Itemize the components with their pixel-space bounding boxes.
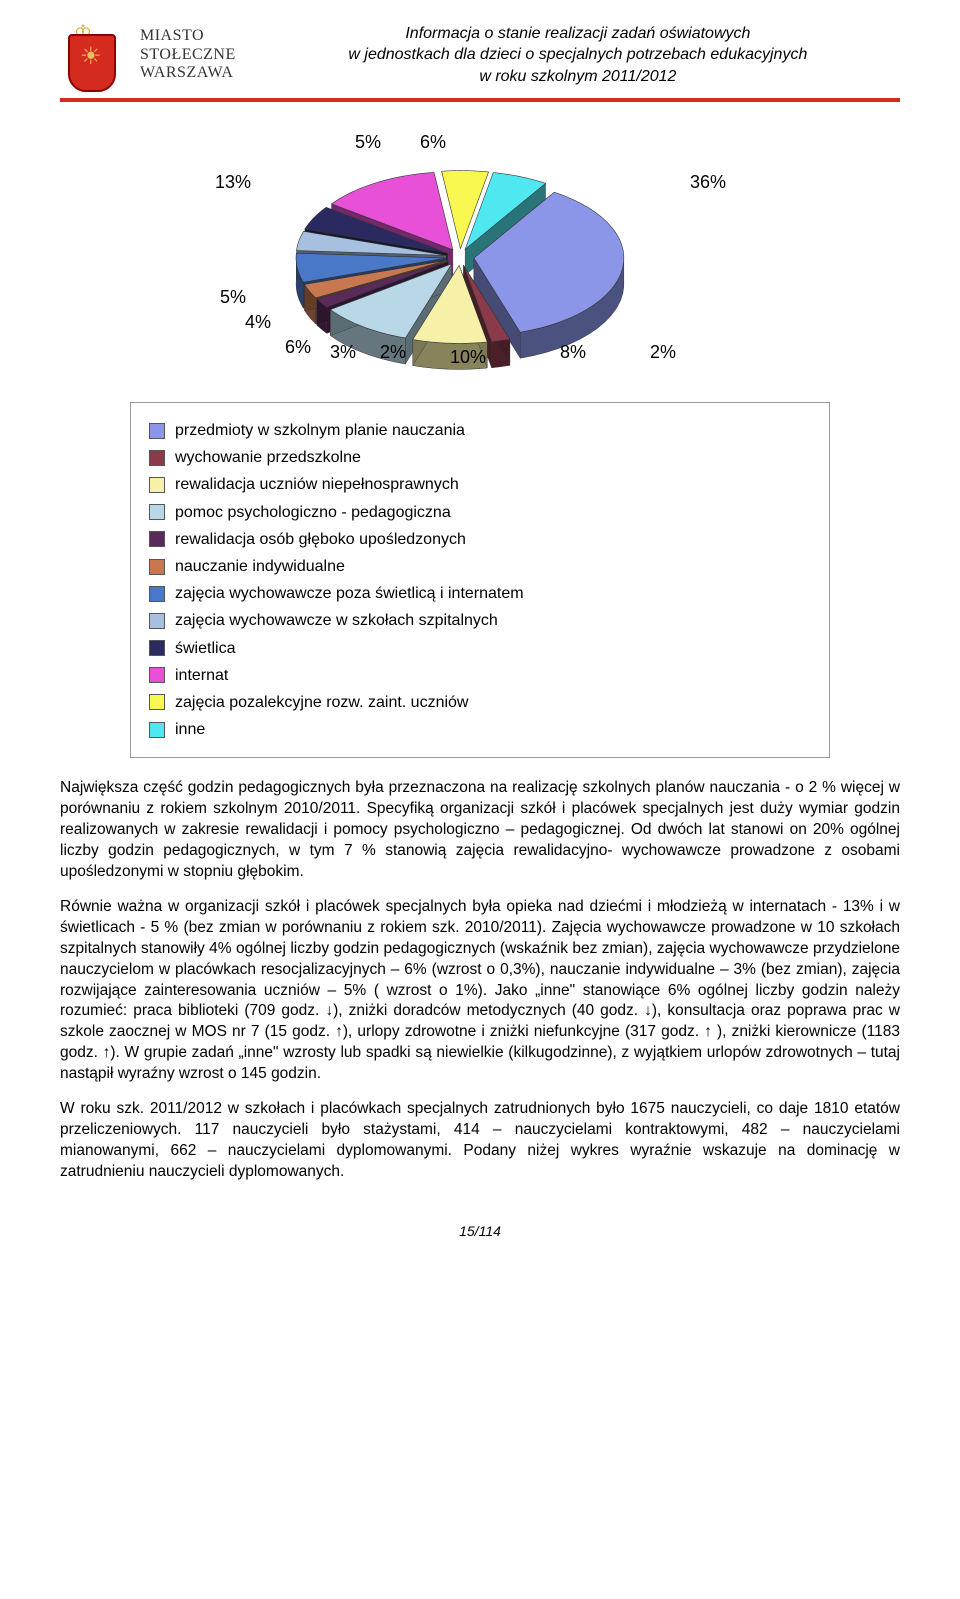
legend-item: pomoc psychologiczno - pedagogiczna [149, 499, 811, 526]
pie-slice-label: 4% [245, 312, 271, 333]
page-header: ♔ ☀ MIASTO STOŁECZNE WARSZAWA Informacja… [60, 20, 900, 90]
pie-slice-label: 6% [285, 337, 311, 358]
city-crest: ♔ ☀ [60, 20, 120, 90]
pie-slice-label: 6% [420, 132, 446, 153]
document-title: Informacja o stanie realizacji zadań ośw… [256, 23, 900, 88]
title-line: Informacja o stanie realizacji zadań ośw… [256, 23, 900, 45]
pie-slice-label: 2% [650, 342, 676, 363]
legend-swatch [149, 559, 165, 575]
legend-swatch [149, 694, 165, 710]
pie-chart: 13% 5% 6% 36% 2% 8% 10% 2% 3% 6% 4% 5% przedmioty w… [130, 132, 830, 758]
pie-slice-label: 8% [560, 342, 586, 363]
legend-item: internat [149, 662, 811, 689]
city-line: STOŁECZNE [140, 46, 236, 64]
legend-item: świetlica [149, 635, 811, 662]
city-line: MIASTO [140, 27, 236, 45]
paragraph: W roku szk. 2011/2012 w szkołach i placó… [60, 1099, 900, 1183]
legend-label: rewalidacja uczniów niepełnosprawnych [175, 471, 459, 498]
legend-swatch [149, 423, 165, 439]
legend-swatch [149, 450, 165, 466]
chart-legend: przedmioty w szkolnym planie nauczaniawy… [130, 402, 830, 758]
legend-swatch [149, 722, 165, 738]
legend-swatch [149, 667, 165, 683]
pie-slice-label: 5% [220, 287, 246, 308]
city-line: WARSZAWA [140, 64, 236, 82]
header-divider [60, 98, 900, 102]
legend-label: zajęcia wychowawcze w szkołach szpitalny… [175, 607, 498, 634]
legend-label: internat [175, 662, 228, 689]
body-text: Największa część godzin pedagogicznych b… [60, 778, 900, 1183]
legend-label: pomoc psychologiczno - pedagogiczna [175, 499, 451, 526]
legend-item: zajęcia wychowawcze w szkołach szpitalny… [149, 607, 811, 634]
legend-item: rewalidacja osób głęboko upośledzonych [149, 526, 811, 553]
legend-swatch [149, 613, 165, 629]
legend-swatch [149, 504, 165, 520]
legend-label: zajęcia pozalekcyjne rozw. zaint. ucznió… [175, 689, 468, 716]
legend-label: zajęcia wychowawcze poza świetlicą i int… [175, 580, 524, 607]
legend-label: nauczanie indywidualne [175, 553, 345, 580]
legend-swatch [149, 477, 165, 493]
legend-label: rewalidacja osób głęboko upośledzonych [175, 526, 466, 553]
mermaid-icon: ☀ [80, 42, 102, 71]
legend-item: zajęcia wychowawcze poza świetlicą i int… [149, 580, 811, 607]
paragraph: Równie ważna w organizacji szkół i placó… [60, 897, 900, 1085]
legend-swatch [149, 531, 165, 547]
legend-item: rewalidacja uczniów niepełnosprawnych [149, 471, 811, 498]
pie-slice-label: 13% [215, 172, 251, 193]
pie-slice-label: 3% [330, 342, 356, 363]
city-name: MIASTO STOŁECZNE WARSZAWA [140, 27, 236, 82]
legend-label: przedmioty w szkolnym planie nauczania [175, 417, 465, 444]
legend-label: wychowanie przedszkolne [175, 444, 361, 471]
legend-item: zajęcia pozalekcyjne rozw. zaint. ucznió… [149, 689, 811, 716]
legend-item: przedmioty w szkolnym planie nauczania [149, 417, 811, 444]
legend-item: wychowanie przedszkolne [149, 444, 811, 471]
legend-item: inne [149, 716, 811, 743]
legend-label: świetlica [175, 635, 235, 662]
title-line: w roku szkolnym 2011/2012 [256, 66, 900, 88]
paragraph: Największa część godzin pedagogicznych b… [60, 778, 900, 883]
pie-slice-label: 5% [355, 132, 381, 153]
pie-slice-label: 10% [450, 347, 486, 368]
title-line: w jednostkach dla dzieci o specjalnych p… [256, 44, 900, 66]
legend-swatch [149, 640, 165, 656]
legend-label: inne [175, 716, 205, 743]
pie-area: 13% 5% 6% 36% 2% 8% 10% 2% 3% 6% 4% 5% [130, 132, 830, 392]
page-number: 15/114 [60, 1223, 900, 1239]
legend-swatch [149, 586, 165, 602]
legend-item: nauczanie indywidualne [149, 553, 811, 580]
pie-slice-label: 36% [690, 172, 726, 193]
pie-slice-label: 2% [380, 342, 406, 363]
